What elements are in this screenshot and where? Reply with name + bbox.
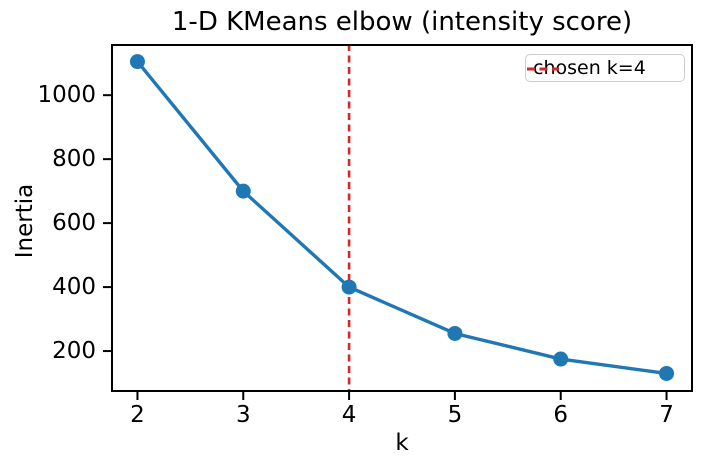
series-line [135, 59, 669, 376]
x-tick-label: 3 [235, 402, 251, 428]
y-tick-label: 200 [52, 338, 96, 365]
data-point [553, 351, 569, 367]
x-tick-label: 4 [341, 402, 357, 428]
legend-label: chosen k=4 [533, 57, 646, 79]
chart-title: 1-D KMeans elbow (intensity score) [171, 7, 633, 37]
y-tick-label: 800 [52, 146, 96, 173]
x-tick-label: 6 [553, 402, 569, 428]
legend-dash-sample-icon [527, 67, 559, 71]
axes-frame [111, 44, 693, 392]
data-point [447, 325, 463, 341]
data-point [341, 279, 357, 295]
x-tick-label: 2 [130, 402, 145, 428]
x-axis-label: k [395, 430, 409, 456]
y-tick-label: 400 [52, 274, 96, 301]
data-point [129, 54, 145, 70]
data-point [659, 365, 675, 381]
y-tick-label: 600 [52, 210, 96, 237]
data-point [235, 183, 251, 199]
legend: chosen k=4 [525, 54, 685, 82]
x-tick-label: 7 [659, 402, 674, 428]
plot-area: chosen k=4 [103, 44, 693, 400]
y-tick-label: 1000 [37, 82, 96, 109]
x-tick-label: 5 [447, 402, 463, 428]
plot-canvas [103, 44, 693, 400]
